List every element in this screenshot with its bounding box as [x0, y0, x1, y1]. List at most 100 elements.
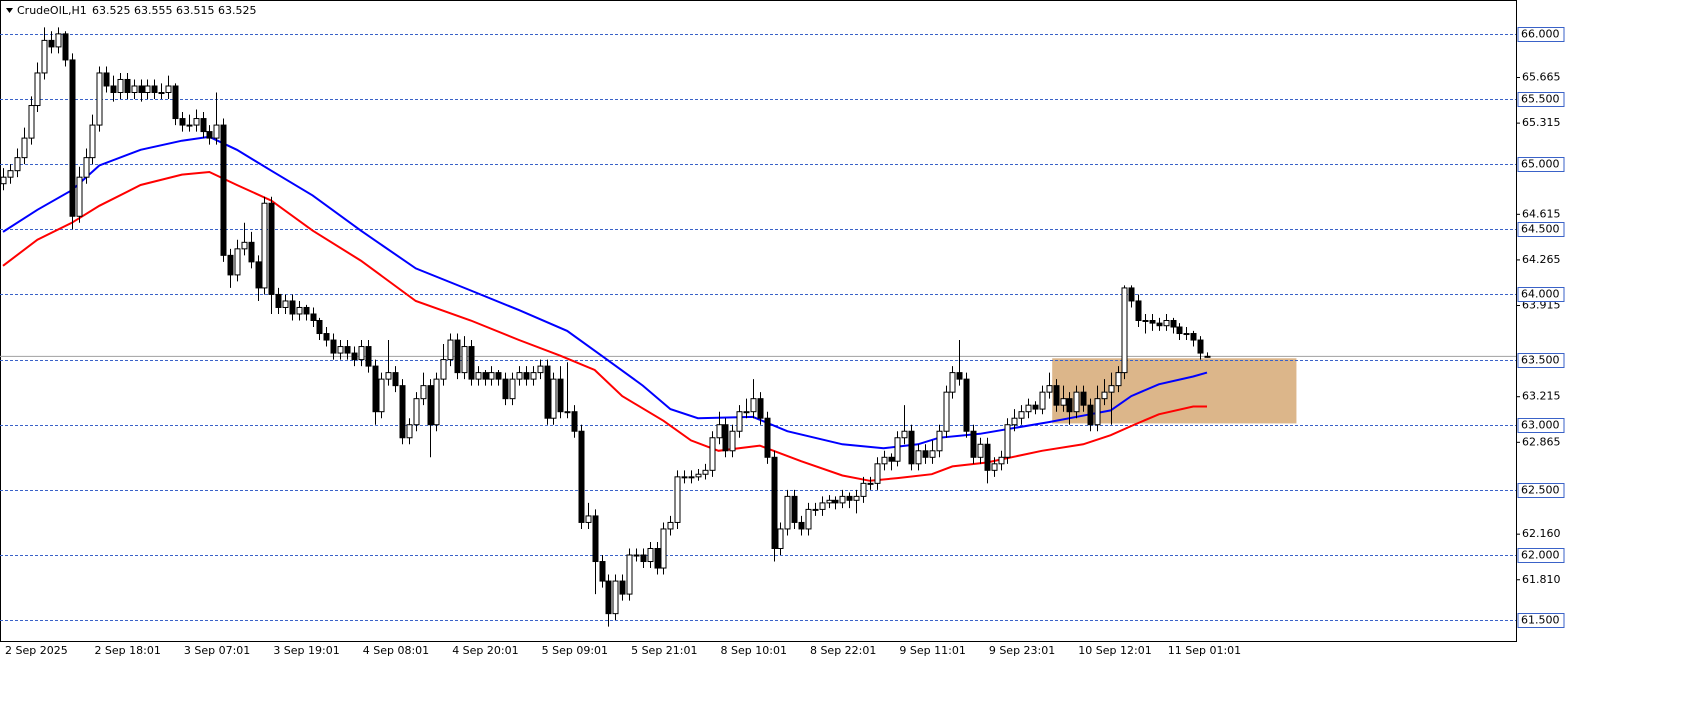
candle-body — [303, 306, 310, 315]
candle-body — [1135, 300, 1142, 321]
candle-body — [1197, 339, 1204, 354]
level-label-box — [1517, 92, 1565, 107]
level-label-box — [1517, 483, 1565, 498]
level-label: 65.000 — [1521, 158, 1560, 171]
candle-body — [956, 372, 963, 380]
candle-body — [619, 580, 626, 595]
candle-body — [660, 528, 667, 569]
level-label-box — [1517, 353, 1565, 368]
candle-body — [392, 372, 399, 387]
menu-arrow[interactable] — [6, 8, 13, 13]
candle-body — [1032, 404, 1039, 410]
candle-body — [901, 430, 908, 439]
candle-body — [557, 378, 564, 413]
candle-body — [96, 72, 103, 126]
candle-body — [1108, 385, 1115, 393]
candle-body — [14, 157, 21, 172]
y-tick-label: 64.615 — [1522, 207, 1561, 220]
candle-body — [158, 92, 165, 95]
y-tick-label: 62.160 — [1522, 527, 1561, 540]
candle-body — [888, 456, 895, 462]
level-label: 61.500 — [1521, 614, 1560, 627]
candle-body — [89, 124, 96, 159]
candle-body — [674, 476, 681, 523]
candle-body — [1060, 398, 1067, 406]
candle-body — [550, 378, 557, 419]
candle-body — [537, 365, 544, 374]
candle-body — [502, 378, 509, 400]
x-tick-label: 4 Sep 08:01 — [363, 644, 429, 657]
candle-body — [544, 365, 551, 419]
candle-body — [124, 78, 131, 94]
candle-body — [255, 261, 262, 289]
candle-body — [337, 346, 344, 354]
candle-body — [984, 443, 991, 471]
level-label: 64.000 — [1521, 288, 1560, 301]
candle-body — [1128, 287, 1135, 302]
x-tick-label: 4 Sep 20:01 — [452, 644, 518, 657]
candle-body — [571, 411, 578, 432]
y-tick-label: 65.665 — [1522, 71, 1561, 84]
level-label-box — [1517, 222, 1565, 237]
candle-body — [213, 124, 220, 139]
candle-body — [55, 33, 62, 48]
candle-body — [626, 554, 633, 595]
candle-body — [282, 300, 289, 308]
x-tick-label: 11 Sep 01:01 — [1168, 644, 1241, 657]
candle-body — [564, 411, 571, 414]
candle-body — [399, 385, 406, 439]
candle-body — [943, 391, 950, 432]
level-label-box — [1517, 613, 1565, 628]
candle-body — [1176, 326, 1183, 335]
candle-body — [970, 430, 977, 458]
candle-body — [516, 372, 523, 380]
candle-body — [482, 372, 489, 380]
candle-body — [722, 424, 729, 452]
candle-body — [385, 372, 392, 380]
candle-body — [1011, 417, 1018, 426]
candle-body — [41, 39, 48, 74]
candle-body — [323, 333, 330, 341]
candle-body — [523, 372, 530, 380]
x-tick-label: 8 Sep 22:01 — [810, 644, 876, 657]
candle-body — [186, 124, 193, 127]
candle-body — [241, 241, 248, 250]
candle-body — [172, 85, 179, 120]
candle-body — [110, 85, 117, 94]
candle-body — [62, 33, 69, 61]
candle-body — [378, 378, 385, 413]
candle-body — [750, 398, 757, 413]
candle-body — [894, 437, 901, 462]
candle-body — [144, 85, 151, 94]
candle-body — [69, 59, 76, 217]
candle-body — [468, 346, 475, 380]
candle-body — [654, 547, 661, 569]
candle-body — [998, 456, 1005, 465]
candle-body — [839, 495, 846, 504]
level-label-box — [1517, 418, 1565, 433]
candle-body — [275, 293, 282, 308]
chart-title: CrudeOIL,H1 — [17, 4, 87, 17]
candle-body — [165, 85, 172, 94]
y-tick-label: 65.315 — [1522, 116, 1561, 129]
candle-body — [1039, 391, 1046, 410]
candle-body — [358, 346, 365, 361]
candle-body — [798, 521, 805, 530]
candle-body — [1066, 398, 1073, 413]
candle-body — [131, 85, 138, 94]
candle-body — [647, 547, 654, 563]
level-label-box — [1517, 287, 1565, 302]
candle-body — [826, 499, 833, 504]
candle-body — [83, 157, 90, 178]
candle-body — [413, 398, 420, 426]
candle-body — [179, 118, 186, 126]
x-tick-label: 2 Sep 18:01 — [94, 644, 160, 657]
candle-body — [915, 450, 922, 465]
candle-body — [1025, 404, 1032, 413]
candle-body — [832, 499, 839, 504]
x-tick-label: 9 Sep 23:01 — [989, 644, 1055, 657]
candle-body — [372, 365, 379, 413]
candle-body — [1004, 424, 1011, 458]
candle-body — [427, 385, 434, 426]
candle-body — [509, 378, 516, 400]
